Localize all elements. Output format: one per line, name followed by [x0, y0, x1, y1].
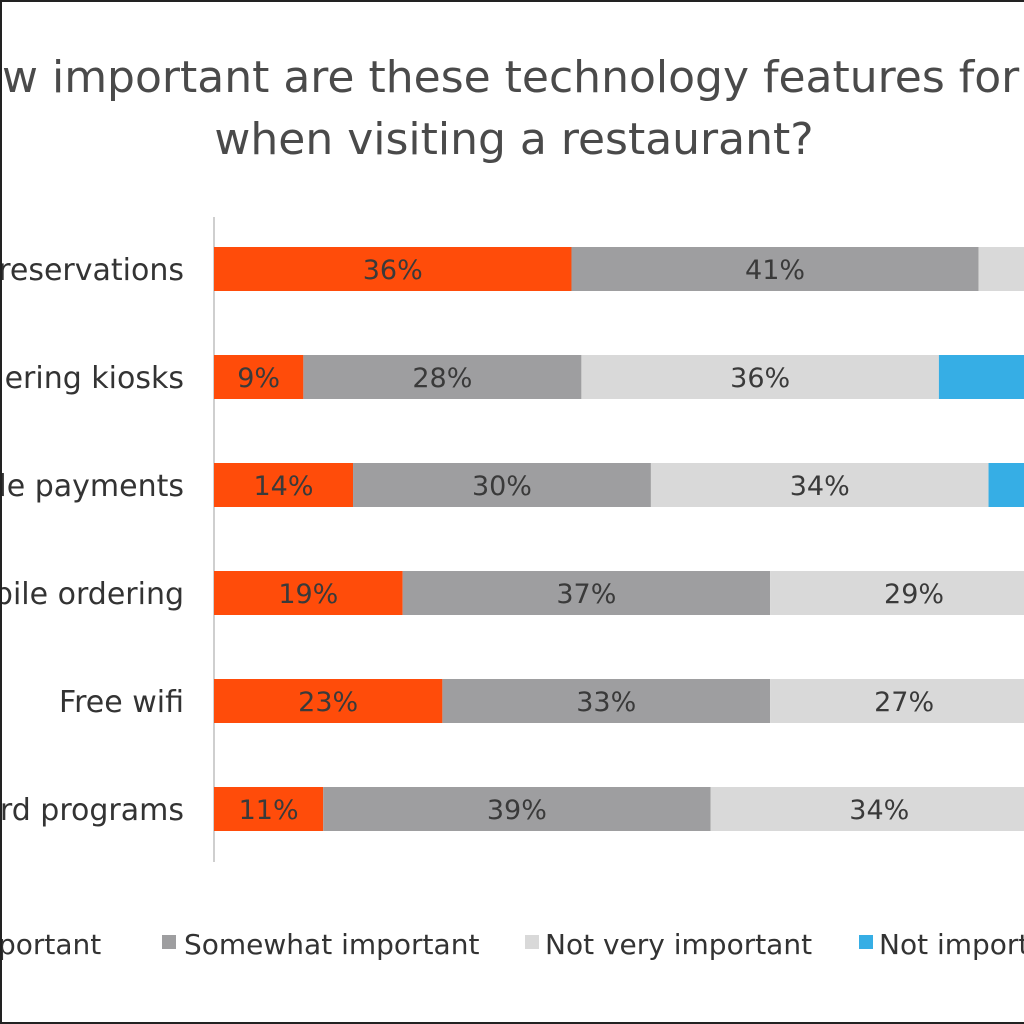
bar-segment [650, 463, 989, 507]
bar-segment [581, 355, 939, 399]
legend-label: portant [2, 928, 101, 961]
legend-label: Somewhat important [184, 928, 479, 961]
bar-segment [323, 787, 711, 831]
bar-segment [214, 355, 304, 399]
data-label: 14% [254, 471, 314, 502]
legend-swatch [859, 935, 873, 949]
data-label: 34% [849, 795, 909, 826]
category-label: bile payments [2, 469, 184, 504]
legend-swatch [162, 935, 176, 949]
data-label: 27% [874, 687, 934, 718]
bar-segment [978, 247, 1024, 291]
legend-swatch [525, 935, 539, 949]
data-label: 36% [363, 255, 423, 286]
data-label: 28% [412, 363, 472, 394]
category-label: dering kiosks [2, 361, 184, 396]
bar-segment [442, 679, 771, 723]
bar-segment [770, 571, 1024, 615]
data-label: 37% [556, 579, 616, 610]
data-label: 29% [884, 579, 944, 610]
data-label: 34% [790, 471, 850, 502]
bar-segment [938, 355, 1024, 399]
chart-title-line-2: when visiting a restaurant? [214, 114, 814, 165]
bar-segment [770, 679, 1024, 723]
bar-segment [988, 463, 1024, 507]
bar-segment [402, 571, 771, 615]
data-label: 9% [237, 363, 280, 394]
bar-segment [214, 679, 443, 723]
bar-segment [353, 463, 651, 507]
bar-segment [571, 247, 979, 291]
bar-segment [214, 247, 572, 291]
data-label: 23% [298, 687, 358, 718]
category-label: bile ordering [2, 577, 184, 612]
legend-label: Not very important [545, 928, 812, 961]
chart-title-line-1: w important are these technology feature… [2, 52, 1024, 103]
legend-label: Not import [879, 928, 1024, 961]
bar-segment [214, 787, 324, 831]
bar-segment [214, 463, 354, 507]
category-label: ard programs [2, 793, 184, 828]
data-label: 11% [239, 795, 299, 826]
data-label: 33% [576, 687, 636, 718]
data-label: 36% [730, 363, 790, 394]
category-label: Free wifi [59, 685, 184, 720]
bar-segment [710, 787, 1024, 831]
data-label: 39% [487, 795, 547, 826]
category-label: reservations [2, 253, 184, 288]
data-label: 41% [745, 255, 805, 286]
bar-segment [214, 571, 403, 615]
bar-segment [303, 355, 582, 399]
data-label: 19% [278, 579, 338, 610]
data-label: 30% [472, 471, 532, 502]
